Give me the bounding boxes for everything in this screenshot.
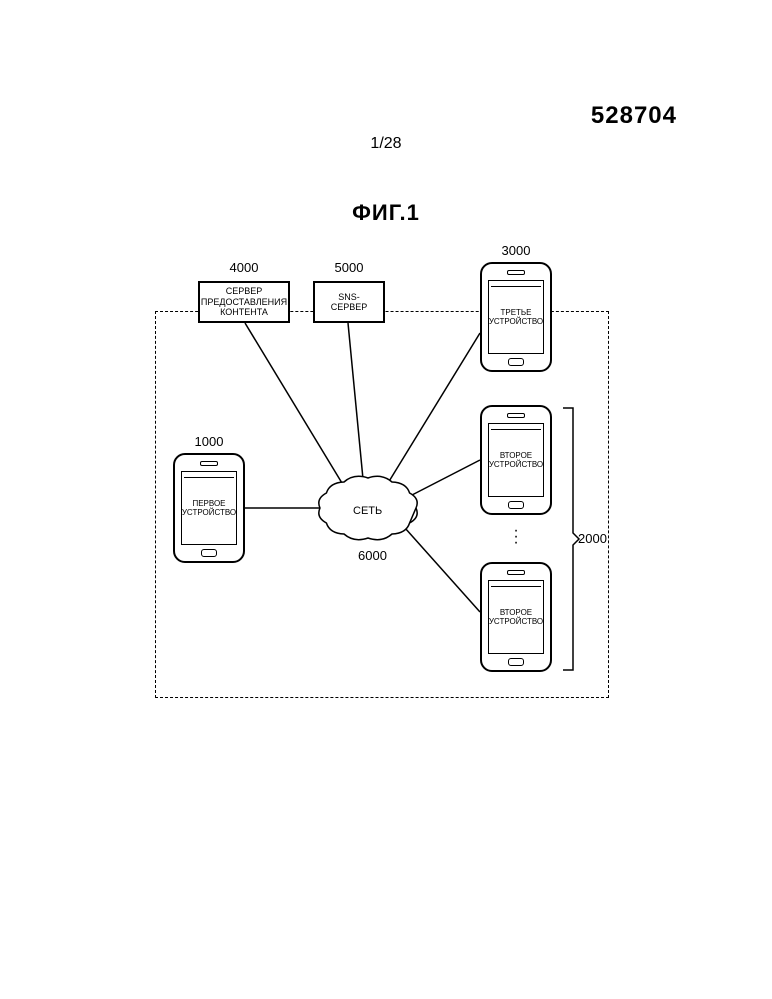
third-device-label: ТРЕТЬЕУСТРОЙСТВО (489, 308, 543, 326)
second-device-b: ВТОРОЕУСТРОЙСТВО (480, 562, 552, 672)
phone-body-icon: ПЕРВОЕУСТРОЙСТВО (173, 453, 245, 563)
phone-home-icon (508, 658, 524, 666)
phone-statusbar-icon (491, 282, 541, 287)
phone-screen: ВТОРОЕУСТРОЙСТВО (488, 423, 544, 497)
phone-body-icon: ВТОРОЕУСТРОЙСТВО (480, 562, 552, 672)
phone-speaker-icon (507, 413, 525, 418)
phone-speaker-icon (507, 270, 525, 275)
phone-statusbar-icon (491, 425, 541, 430)
third-device: ТРЕТЬЕУСТРОЙСТВО (480, 262, 552, 372)
phone-body-icon: ТРЕТЬЕУСТРОЙСТВО (480, 262, 552, 372)
second-device-b-label: ВТОРОЕУСТРОЙСТВО (489, 608, 543, 626)
ellipsis-icon: ··· (511, 528, 521, 546)
ref-6000: 6000 (358, 548, 387, 563)
phone-screen: ПЕРВОЕУСТРОЙСТВО (181, 471, 237, 545)
phone-home-icon (508, 358, 524, 366)
phone-home-icon (201, 549, 217, 557)
phone-screen: ВТОРОЕУСТРОЙСТВО (488, 580, 544, 654)
sns-server-label: SNS-СЕРВЕР (331, 292, 368, 313)
first-device-label: ПЕРВОЕУСТРОЙСТВО (182, 499, 236, 517)
ref-3000: 3000 (486, 243, 546, 258)
phone-screen: ТРЕТЬЕУСТРОЙСТВО (488, 280, 544, 354)
first-device: ПЕРВОЕУСТРОЙСТВО (173, 453, 245, 563)
network-cloud-label: СЕТЬ (353, 505, 382, 517)
phone-speaker-icon (507, 570, 525, 575)
ref-4000: 4000 (214, 260, 274, 275)
phone-speaker-icon (200, 461, 218, 466)
phone-statusbar-icon (491, 582, 541, 587)
sns-server-box: SNS-СЕРВЕР (313, 281, 385, 323)
content-server-box: СЕРВЕРПРЕДОСТАВЛЕНИЯКОНТЕНТА (198, 281, 290, 323)
phone-home-icon (508, 501, 524, 509)
page-root: 528704 1/28 ФИГ.1 СЕРВЕРПРЕДОСТАВЛЕНИЯКО… (0, 0, 772, 999)
second-device-a-label: ВТОРОЕУСТРОЙСТВО (489, 451, 543, 469)
ref-2000: 2000 (578, 531, 607, 546)
content-server-label: СЕРВЕРПРЕДОСТАВЛЕНИЯКОНТЕНТА (201, 286, 287, 317)
ref-1000: 1000 (179, 434, 239, 449)
ref-5000: 5000 (319, 260, 379, 275)
phone-body-icon: ВТОРОЕУСТРОЙСТВО (480, 405, 552, 515)
phone-statusbar-icon (184, 473, 234, 478)
second-device-a: ВТОРОЕУСТРОЙСТВО (480, 405, 552, 515)
